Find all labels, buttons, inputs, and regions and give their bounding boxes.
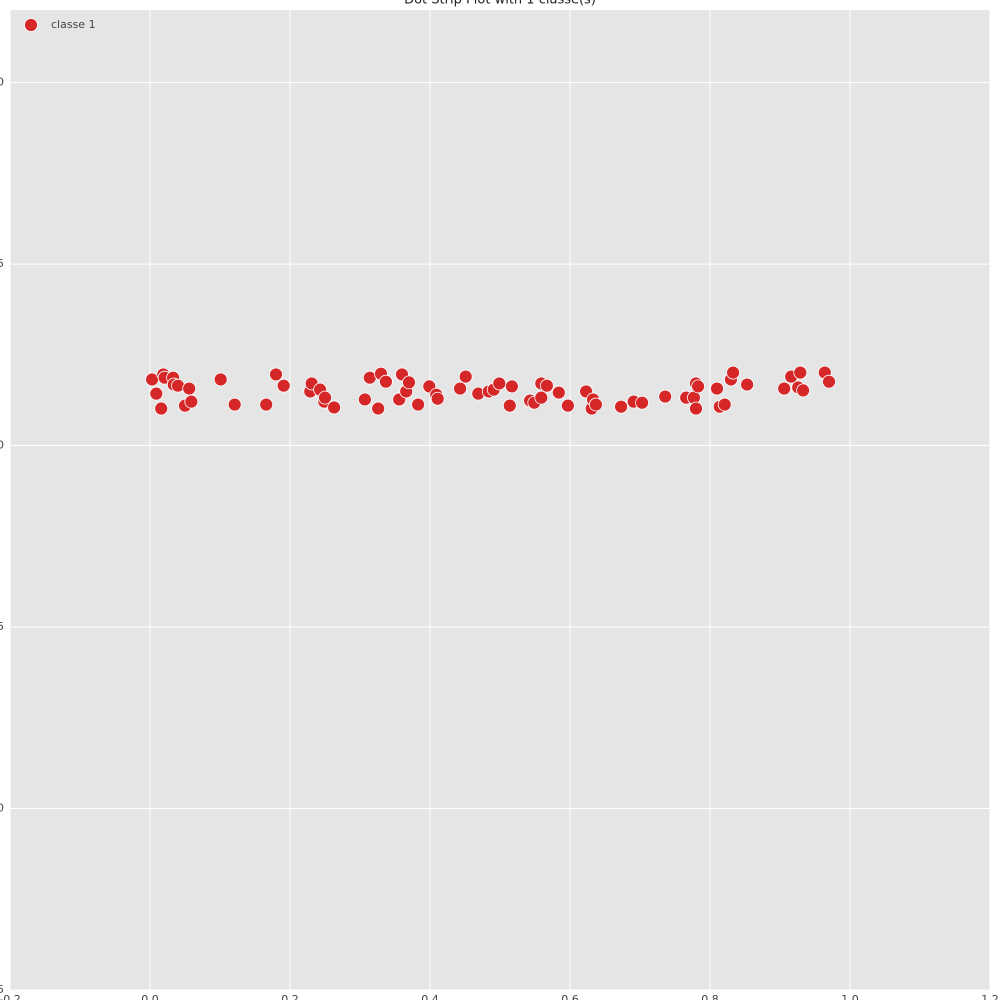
dot [458,369,473,384]
dot [740,377,754,392]
legend-label: classe 1 [51,18,96,31]
dot [327,400,342,415]
x-tick-label: 0.4 [421,993,439,1000]
x-tick-label: 1.2 [981,993,999,1000]
x-tick-label: 0.0 [141,993,159,1000]
dot [504,379,519,394]
y-tick-label: 0.05 [0,257,4,270]
dot [689,401,703,416]
dot [502,398,517,413]
dot [793,365,808,380]
marks [145,365,836,416]
dot [378,374,393,389]
dot [357,392,372,407]
dot [534,390,549,405]
x-tick-label: -0.2 [0,993,21,1000]
dot [635,395,649,410]
legend-marker [24,18,38,32]
x-tick-label: 0.6 [561,993,579,1000]
dot [777,381,792,396]
dot [614,399,628,414]
dot [540,378,554,393]
y-tick-label: 0.10 [0,76,4,89]
x-tick-label: 0.2 [281,993,299,1000]
dot [182,381,197,396]
dot [726,365,740,380]
dot [154,401,169,416]
y-tick-label: -0.10 [0,802,4,815]
dot [492,376,507,391]
dot [276,378,291,393]
dot [269,367,283,382]
dot [430,391,445,406]
dot [691,379,705,394]
dot [717,397,732,412]
dot [259,397,274,412]
dot [551,385,566,400]
dot [658,389,673,404]
dot [411,397,426,412]
dot [589,397,603,412]
chart-title: Dot Strip Plot with 1 classe(s) [404,0,596,8]
grid [9,10,991,991]
y-tick-label: -0.15 [0,983,4,996]
dot [822,374,836,389]
y-tick-label: -0.05 [0,620,4,633]
dot [453,381,468,396]
plot-area [10,10,990,990]
y-tick-label: 0.00 [0,439,4,452]
dot [149,386,164,401]
x-tick-label: 1.0 [841,993,859,1000]
dot [184,394,199,409]
dot [402,375,416,390]
dot [213,372,228,387]
dot [227,397,242,412]
dot [710,381,724,396]
dot [318,390,332,405]
dot [371,401,386,416]
dot [561,398,575,413]
dot [796,383,810,398]
x-tick-label: 0.8 [701,993,719,1000]
